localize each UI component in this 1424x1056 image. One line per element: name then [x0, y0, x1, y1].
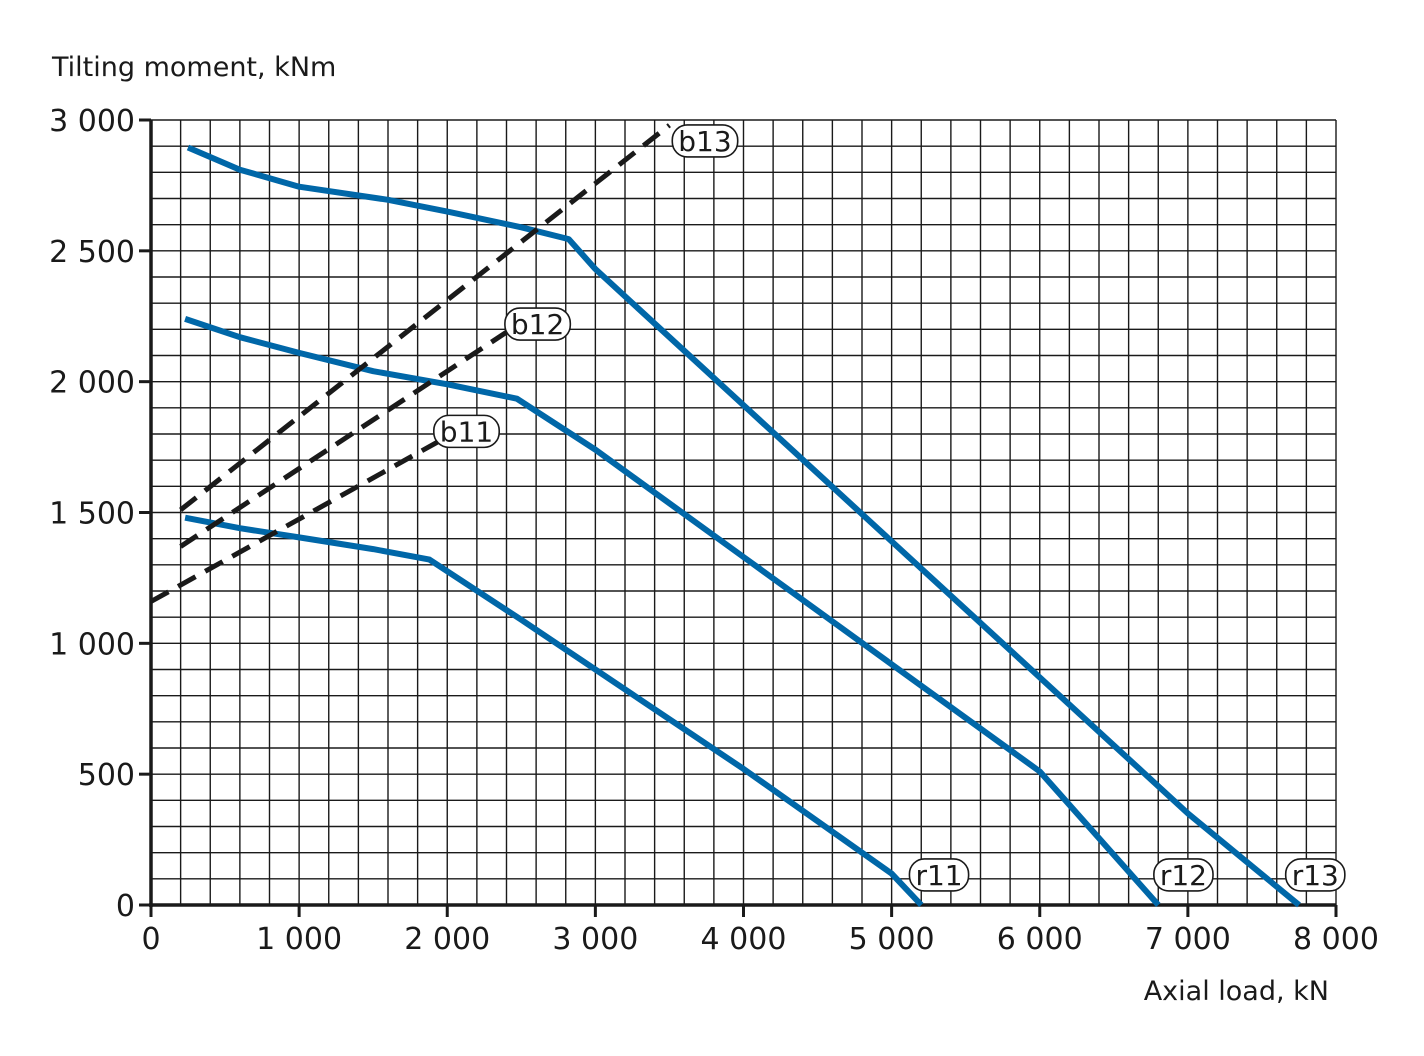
- x-tick-label: 8 000: [1293, 922, 1379, 957]
- grid: [150, 119, 1337, 906]
- curve-label-text: r11: [915, 859, 962, 892]
- series-line-b12: [179, 327, 513, 549]
- curve-label-r12: r12: [1153, 858, 1214, 892]
- curve-label-text: r12: [1160, 859, 1207, 892]
- x-tick-label: 4 000: [701, 922, 787, 957]
- x-tick-label: 5 000: [849, 922, 935, 957]
- curve-label-b13: b13: [671, 124, 739, 158]
- x-tick-label: 7 000: [1145, 922, 1231, 957]
- y-tick-label: 0: [116, 889, 135, 924]
- x-tick-label: 2 000: [404, 922, 490, 957]
- y-axis-title: Tilting moment, kNm: [51, 52, 336, 83]
- curve-label-box: [908, 858, 970, 892]
- curve-labels: r11 r12 r13 b11 b12 b13: [433, 124, 1346, 892]
- curve-label-r11: r11: [908, 858, 970, 892]
- curve-label-b11: b11: [433, 414, 501, 449]
- y-tick-label: 500: [78, 758, 135, 793]
- y-tick-label: 2 000: [49, 366, 135, 401]
- curve-label-box: [1284, 858, 1346, 892]
- curve-label-box: [671, 124, 739, 158]
- series-lines: [149, 123, 1301, 908]
- x-tick-label: 0: [141, 922, 160, 957]
- x-tick-label: 3 000: [552, 922, 638, 957]
- series-line-r13: [186, 144, 1301, 908]
- curve-label-text: r13: [1292, 859, 1339, 892]
- series-line-b11: [149, 434, 449, 604]
- y-tick-label: 1 500: [49, 497, 135, 532]
- axes: 0 500 1 000 1 500 2 000 2 500 3 000 0 1 000 2 000…: [49, 104, 1379, 957]
- curve-label-r13: r13: [1284, 858, 1346, 892]
- curve-label-b12: b12: [504, 307, 572, 341]
- curve-label-box: [1153, 858, 1214, 892]
- y-tick-label: 2 500: [49, 235, 135, 270]
- series-line-b13: [179, 123, 671, 512]
- curve-label-text: b13: [678, 125, 731, 158]
- curve-label-box: [433, 414, 501, 449]
- x-axis-title: Axial load, kN: [1144, 976, 1329, 1007]
- y-tick-label: 3 000: [49, 104, 135, 139]
- curve-label-box: [504, 307, 572, 341]
- series-line-r12: [184, 316, 1161, 907]
- x-tick-label: 1 000: [256, 922, 342, 957]
- series-line-r11: [184, 514, 924, 908]
- curve-label-text: b11: [440, 415, 493, 448]
- y-tick-label: 1 000: [49, 627, 135, 662]
- x-tick-label: 6 000: [997, 922, 1083, 957]
- curve-label-text: b12: [511, 308, 564, 341]
